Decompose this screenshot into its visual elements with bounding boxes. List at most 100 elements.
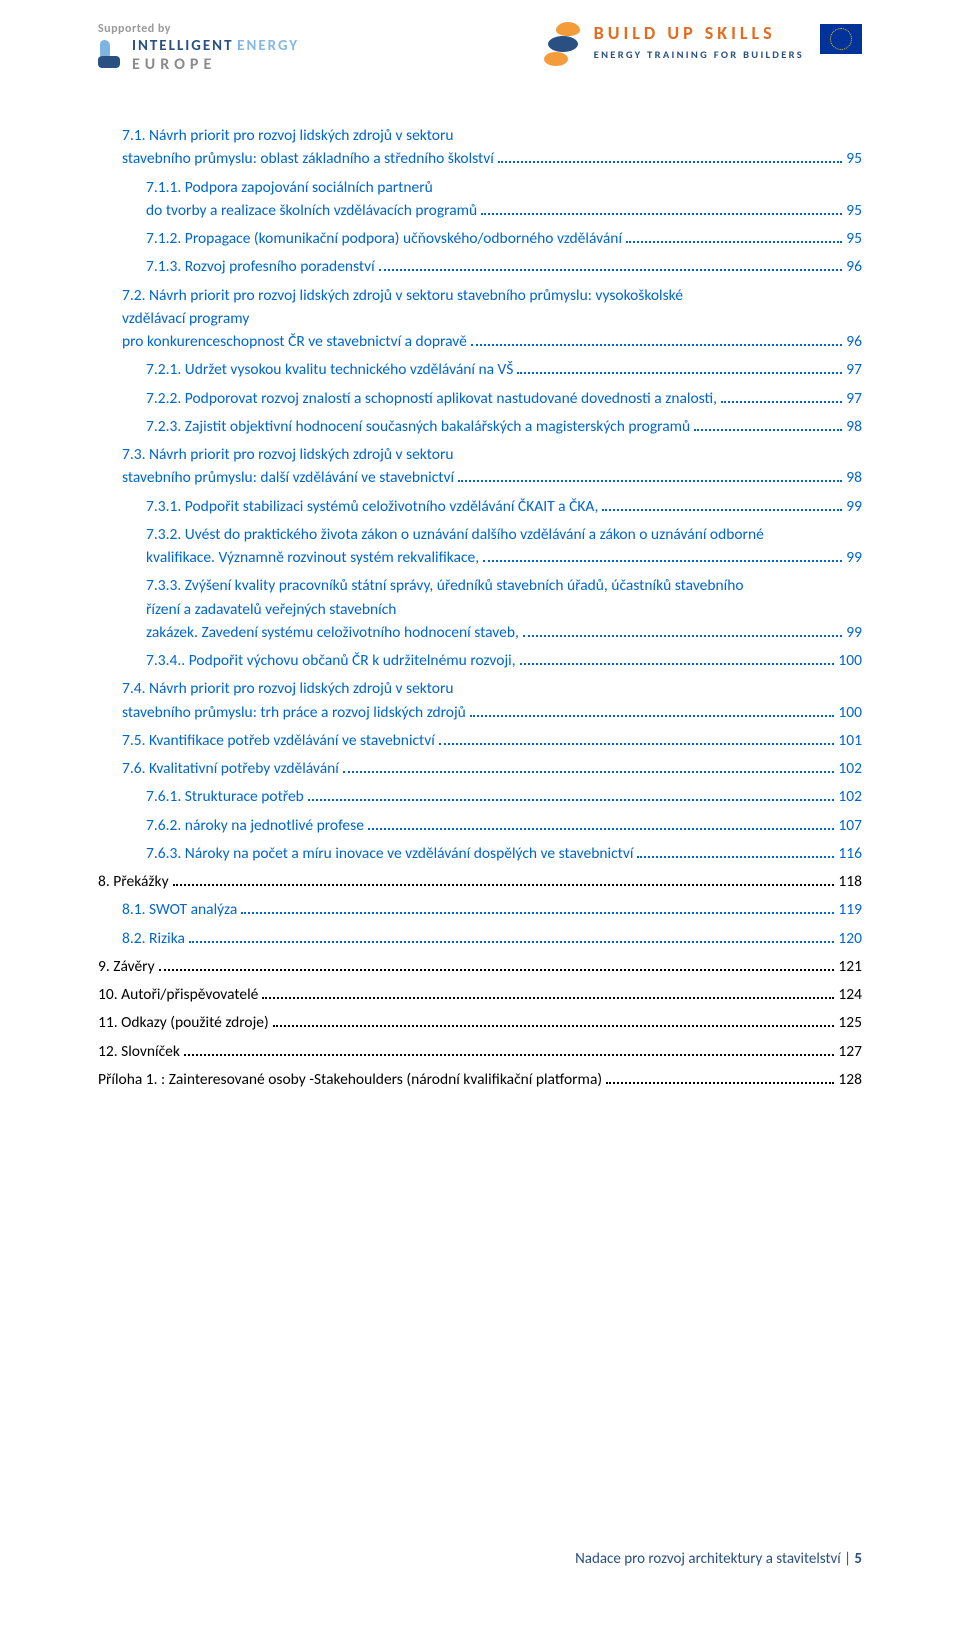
- toc-label[interactable]: 7.6.3. Nároky na počet a míru inovace ve…: [146, 842, 633, 865]
- toc-label[interactable]: 11. Odkazy (použité zdroje): [98, 1011, 269, 1034]
- toc-label[interactable]: Příloha 1. : Zainteresované osoby -Stake…: [98, 1068, 602, 1091]
- toc-dots: [694, 429, 842, 431]
- toc-page[interactable]: 102: [838, 757, 862, 780]
- page-header: Supported by INTELLIGENT ENERGY EUROPE B…: [0, 0, 960, 100]
- toc-entry: kvalifikace. Významně rozvinout systém r…: [98, 546, 862, 569]
- toc-page[interactable]: 96: [846, 255, 862, 278]
- toc-label[interactable]: 9. Závěry: [98, 955, 155, 978]
- supported-label: Supported by: [98, 22, 299, 36]
- toc-dots: [602, 509, 842, 511]
- toc-entry: 8.1. SWOT analýza 119: [98, 898, 862, 921]
- toc-label[interactable]: 7.6. Kvalitativní potřeby vzdělávání: [122, 757, 339, 780]
- toc-page[interactable]: 99: [846, 546, 862, 569]
- toc-page[interactable]: 116: [838, 842, 862, 865]
- toc-page[interactable]: 124: [838, 983, 862, 1006]
- toc-entry: 7.2.2. Podporovat rozvoj znalostí a scho…: [98, 387, 862, 410]
- toc-page[interactable]: 100: [838, 649, 862, 672]
- toc-entry: 12. Slovníček 127: [98, 1040, 862, 1063]
- toc-label[interactable]: stavebního průmyslu: další vzdělávání ve…: [122, 466, 454, 489]
- toc-page[interactable]: 95: [846, 147, 862, 170]
- toc-entry: 10. Autoři/přispěvovatelé 124: [98, 983, 862, 1006]
- toc-dots: [343, 771, 835, 773]
- toc-dots: [159, 969, 835, 971]
- toc-entry: stavebního průmyslu: trh práce a rozvoj …: [98, 701, 862, 724]
- toc-label[interactable]: stavebního průmyslu: oblast základního a…: [122, 147, 494, 170]
- toc-label[interactable]: 12. Slovníček: [98, 1040, 180, 1063]
- toc-label[interactable]: 7.3. Návrh priorit pro rozvoj lidských z…: [122, 443, 454, 466]
- toc-label[interactable]: 7.2.3. Zajistit objektivní hodnocení sou…: [146, 415, 690, 438]
- toc-page[interactable]: 125: [838, 1011, 862, 1034]
- toc-page[interactable]: 128: [838, 1068, 862, 1091]
- toc-label[interactable]: 7.1.2. Propagace (komunikační podpora) u…: [146, 227, 622, 250]
- ie-logo-text: INTELLIGENT ENERGY EUROPE: [132, 38, 299, 74]
- toc-label[interactable]: řízení a zadavatelů veřejných stavebních: [146, 598, 396, 621]
- toc-entry: pro konkurenceschopnost ČR ve stavebnict…: [98, 330, 862, 353]
- footer-page-number: 5: [854, 1550, 862, 1568]
- toc-page[interactable]: 95: [846, 199, 862, 222]
- toc-label[interactable]: kvalifikace. Významně rozvinout systém r…: [146, 546, 479, 569]
- toc-label[interactable]: pro konkurenceschopnost ČR ve stavebnict…: [122, 330, 467, 353]
- toc-label[interactable]: 7.4. Návrh priorit pro rozvoj lidských z…: [122, 677, 454, 700]
- toc-dots: [189, 941, 835, 943]
- toc-label[interactable]: 7.2.1. Udržet vysokou kvalitu technickéh…: [146, 358, 513, 381]
- toc-label[interactable]: 7.1. Návrh priorit pro rozvoj lidských z…: [122, 124, 454, 147]
- toc-entry: do tvorby a realizace školních vzdělávac…: [98, 199, 862, 222]
- toc-dots: [606, 1082, 834, 1084]
- toc-page[interactable]: 98: [846, 466, 862, 489]
- toc-page[interactable]: 101: [838, 729, 862, 752]
- toc-page[interactable]: 121: [838, 955, 862, 978]
- toc-label[interactable]: 8.2. Rizika: [122, 927, 185, 950]
- toc-label[interactable]: 7.5. Kvantifikace potřeb vzdělávání ve s…: [122, 729, 435, 752]
- toc-page[interactable]: 95: [846, 227, 862, 250]
- toc-page[interactable]: 97: [846, 358, 862, 381]
- toc-entry: 7.4. Návrh priorit pro rozvoj lidských z…: [98, 677, 862, 700]
- toc-label[interactable]: 7.3.3. Zvýšení kvality pracovníků státní…: [146, 574, 744, 597]
- ie-mark-icon: [98, 38, 124, 70]
- toc-label[interactable]: 7.6.2. nároky na jednotlivé profese: [146, 814, 364, 837]
- toc-dots: [470, 715, 835, 717]
- toc-entry: 7.1.2. Propagace (komunikační podpora) u…: [98, 227, 862, 250]
- toc-label[interactable]: do tvorby a realizace školních vzdělávac…: [146, 199, 477, 222]
- toc-entry: 7.1.1. Podpora zapojování sociálních par…: [98, 176, 862, 199]
- toc-page[interactable]: 96: [846, 330, 862, 353]
- toc-page[interactable]: 120: [838, 927, 862, 950]
- toc-page[interactable]: 107: [838, 814, 862, 837]
- toc-label[interactable]: 7.2.2. Podporovat rozvoj znalostí a scho…: [146, 387, 717, 410]
- table-of-contents: 7.1. Návrh priorit pro rozvoj lidských z…: [0, 100, 960, 1091]
- toc-page[interactable]: 127: [838, 1040, 862, 1063]
- toc-page[interactable]: 99: [846, 621, 862, 644]
- toc-dots: [173, 884, 835, 886]
- toc-dots: [308, 799, 835, 801]
- toc-label[interactable]: 7.3.4.. Podpořit výchovu občanů ČR k udr…: [146, 649, 516, 672]
- toc-label[interactable]: 7.3.1. Podpořit stabilizaci systémů celo…: [146, 495, 598, 518]
- toc-page[interactable]: 100: [838, 701, 862, 724]
- intelligent-energy-logo: Supported by INTELLIGENT ENERGY EUROPE: [98, 22, 299, 74]
- toc-page[interactable]: 102: [838, 785, 862, 808]
- toc-label[interactable]: zakázek. Zavedení systému celoživotního …: [146, 621, 519, 644]
- toc-entry: 7.6.2. nároky na jednotlivé profese 107: [98, 814, 862, 837]
- toc-label[interactable]: 7.1.3. Rozvoj profesního poradenství: [146, 255, 375, 278]
- toc-entry: vzdělávací programy: [98, 307, 862, 330]
- toc-label[interactable]: 7.6.1. Strukturace potřeb: [146, 785, 304, 808]
- toc-page[interactable]: 118: [838, 870, 862, 893]
- toc-entry: 8. Překážky 118: [98, 870, 862, 893]
- toc-label[interactable]: 8. Překážky: [98, 870, 169, 893]
- build-up-skills-logo: BUILD UP SKILLS ENERGY TRAINING FOR BUIL…: [544, 22, 862, 70]
- toc-page[interactable]: 99: [846, 495, 862, 518]
- toc-label[interactable]: stavebního průmyslu: trh práce a rozvoj …: [122, 701, 466, 724]
- toc-dots: [262, 997, 834, 999]
- toc-label[interactable]: 10. Autoři/přispěvovatelé: [98, 983, 258, 1006]
- toc-dots: [483, 560, 842, 562]
- toc-page[interactable]: 98: [846, 415, 862, 438]
- toc-page[interactable]: 119: [838, 898, 862, 921]
- toc-label[interactable]: vzdělávací programy: [122, 307, 249, 330]
- toc-entry: 8.2. Rizika 120: [98, 927, 862, 950]
- bus-mark-icon: [544, 22, 584, 70]
- toc-label[interactable]: 8.1. SWOT analýza: [122, 898, 237, 921]
- toc-label[interactable]: 7.3.2. Uvést do praktického života zákon…: [146, 523, 764, 546]
- bus-sub-label: ENERGY TRAINING FOR BUILDERS: [594, 48, 804, 61]
- toc-label[interactable]: 7.1.1. Podpora zapojování sociálních par…: [146, 176, 433, 199]
- toc-dots: [471, 344, 842, 346]
- toc-page[interactable]: 97: [846, 387, 862, 410]
- toc-label[interactable]: 7.2. Návrh priorit pro rozvoj lidských z…: [122, 284, 683, 307]
